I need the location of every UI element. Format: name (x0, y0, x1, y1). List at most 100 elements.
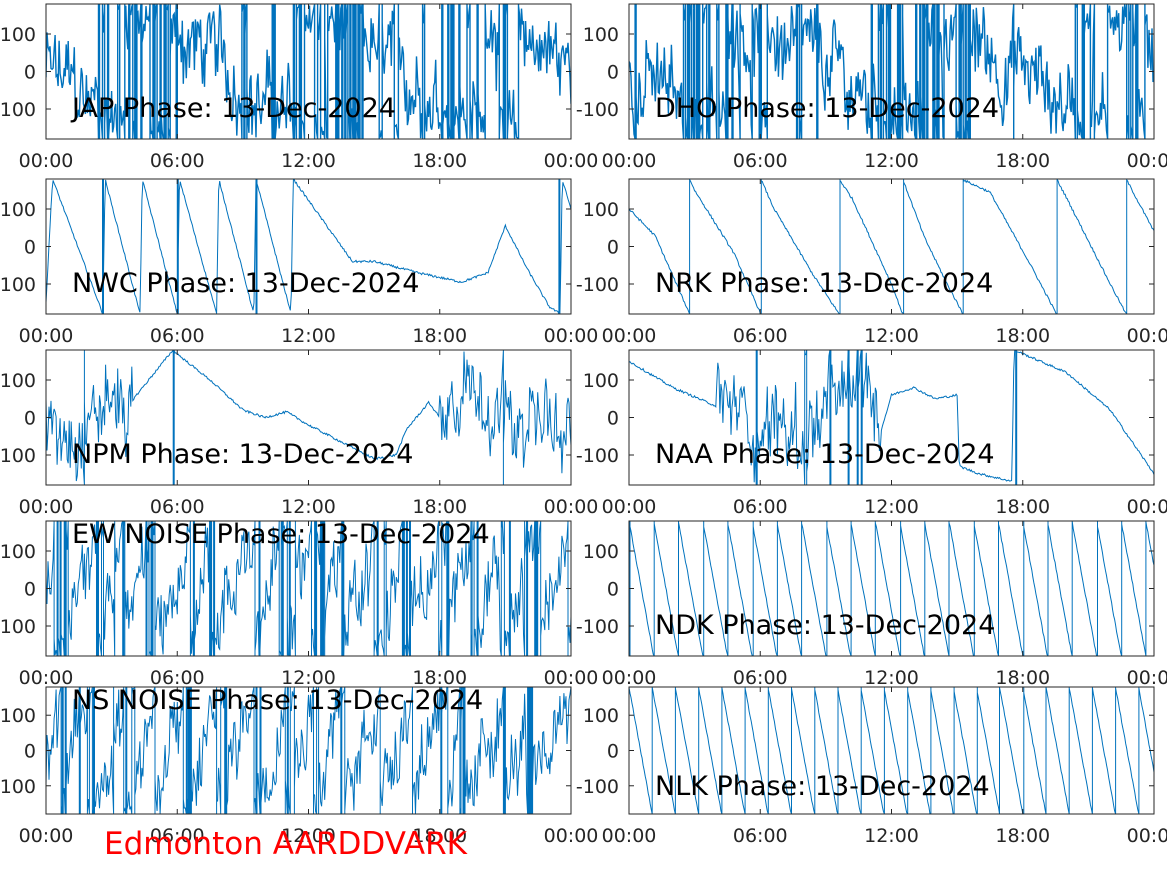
x-tick-label: 06:00 (733, 325, 788, 347)
x-tick-label: 18:00 (995, 150, 1050, 172)
y-tick-label: 0 (607, 62, 619, 84)
x-tick-label: 00:00 (1127, 825, 1167, 847)
chart-title: NAA Phase: 13-Dec-2024 (655, 439, 995, 470)
chart-panel: 100 0 -100 00:00 06:00 12:00 18:00 00:00 DHO Pha… (576, 3, 1167, 172)
x-tick-label: 12:00 (864, 667, 919, 689)
x-tick-label: 06:00 (150, 150, 205, 172)
y-tick-label: -100 (576, 776, 619, 798)
chart-title: NDK Phase: 13-Dec-2024 (655, 610, 995, 641)
x-tick-label: 18:00 (412, 325, 467, 347)
series-line (46, 687, 571, 814)
y-tick-label: 0 (24, 408, 36, 430)
y-tick-label: 100 (0, 776, 36, 798)
x-tick-label: 06:00 (733, 496, 788, 518)
chart-title: EW NOISE Phase: 13-Dec-2024 (72, 519, 490, 550)
chart-title: NPM Phase: 13-Dec-2024 (72, 439, 413, 470)
y-tick-label: 100 (0, 445, 36, 467)
x-tick-label: 06:00 (150, 325, 205, 347)
x-tick-label: 18:00 (995, 325, 1050, 347)
y-tick-label: 100 (583, 705, 619, 727)
chart-title: NRK Phase: 13-Dec-2024 (655, 268, 993, 299)
y-tick-label: 100 (0, 370, 36, 392)
y-tick-label: 0 (607, 408, 619, 430)
x-tick-label: 06:00 (150, 496, 205, 518)
chart-panel: 100 0 -100 00:00 06:00 12:00 18:00 00:00 NDK Pha… (576, 520, 1167, 689)
x-tick-label: 18:00 (412, 667, 467, 689)
y-tick-label: 0 (607, 741, 619, 763)
chart-title: DHO Phase: 13-Dec-2024 (655, 93, 999, 124)
x-tick-label: 12:00 (864, 325, 919, 347)
series-line (629, 4, 1154, 139)
chart-panel: 100 0 -100 00:00 06:00 12:00 18:00 00:00 NAA Pha… (576, 349, 1167, 518)
y-tick-label: 100 (583, 199, 619, 221)
series-line (46, 4, 571, 139)
x-tick-label: 12:00 (281, 150, 336, 172)
chart-title: NLK Phase: 13-Dec-2024 (655, 771, 990, 802)
chart-title: JAP Phase: 13-Dec-2024 (70, 93, 396, 124)
x-tick-label: 00:00 (544, 325, 599, 347)
x-tick-label: 06:00 (733, 825, 788, 847)
chart-title: NS NOISE Phase: 13-Dec-2024 (72, 685, 483, 716)
x-tick-label: 00:00 (1127, 667, 1167, 689)
y-tick-label: 100 (583, 370, 619, 392)
x-tick-label: 00:00 (19, 667, 74, 689)
x-tick-label: 18:00 (412, 496, 467, 518)
chart-panel: 100 0 100 00:00 06:00 12:00 18:00 00:00 EW NOISE… (0, 519, 598, 689)
x-tick-label: 12:00 (864, 150, 919, 172)
y-tick-label: 100 (0, 99, 36, 121)
x-tick-label: 06:00 (733, 150, 788, 172)
y-tick-label: -100 (576, 445, 619, 467)
y-tick-label: 100 (0, 274, 36, 296)
x-tick-label: 18:00 (995, 496, 1050, 518)
x-tick-label: 00:00 (19, 150, 74, 172)
series-line (46, 521, 571, 656)
y-tick-label: 100 (0, 199, 36, 221)
y-tick-label: 100 (583, 541, 619, 563)
y-tick-label: 100 (0, 24, 36, 46)
x-tick-label: 12:00 (281, 667, 336, 689)
x-tick-label: 12:00 (864, 496, 919, 518)
station-label: Edmonton AARDDVARK (104, 826, 468, 862)
y-tick-label: 0 (24, 579, 36, 601)
y-tick-label: 0 (607, 237, 619, 259)
x-tick-label: 00:00 (602, 825, 657, 847)
series-line (629, 521, 1154, 656)
y-tick-label: 0 (24, 62, 36, 84)
y-tick-label: -100 (576, 274, 619, 296)
x-tick-label: 12:00 (281, 325, 336, 347)
series-line (46, 179, 571, 314)
x-tick-label: 18:00 (412, 825, 467, 847)
y-tick-label: 100 (0, 616, 36, 638)
y-tick-label: -100 (576, 616, 619, 638)
x-tick-label: 18:00 (412, 150, 467, 172)
series-line (629, 179, 1154, 314)
series-line (629, 350, 1154, 485)
chart-panel: 100 0 100 00:00 06:00 12:00 18:00 00:00 NS NOISE… (0, 685, 598, 847)
x-tick-label: 00:00 (544, 496, 599, 518)
x-tick-label: 00:00 (602, 150, 657, 172)
series-line (46, 350, 571, 485)
y-tick-label: 100 (0, 541, 36, 563)
x-tick-label: 00:00 (19, 496, 74, 518)
x-tick-label: 00:00 (602, 325, 657, 347)
x-tick-label: 12:00 (281, 496, 336, 518)
x-tick-label: 18:00 (995, 667, 1050, 689)
x-tick-label: 00:00 (1127, 496, 1167, 518)
chart-panel: 100 0 100 00:00 06:00 12:00 18:00 00:00 NPM Phas… (0, 349, 599, 518)
x-tick-label: 00:00 (1127, 150, 1167, 172)
y-tick-label: 0 (607, 579, 619, 601)
chart-panel: 100 0 -100 00:00 06:00 12:00 18:00 00:00 NRK Pha… (576, 178, 1167, 347)
x-tick-label: 06:00 (733, 667, 788, 689)
x-tick-label: 00:00 (602, 496, 657, 518)
series-line (629, 687, 1154, 814)
x-tick-label: 12:00 (864, 825, 919, 847)
y-tick-label: 0 (24, 237, 36, 259)
x-tick-label: 18:00 (995, 825, 1050, 847)
chart-title: NWC Phase: 13-Dec-2024 (72, 268, 419, 299)
x-tick-label: 06:00 (150, 825, 205, 847)
y-tick-label: 100 (0, 705, 36, 727)
x-tick-label: 00:00 (1127, 325, 1167, 347)
y-tick-label: 0 (24, 741, 36, 763)
